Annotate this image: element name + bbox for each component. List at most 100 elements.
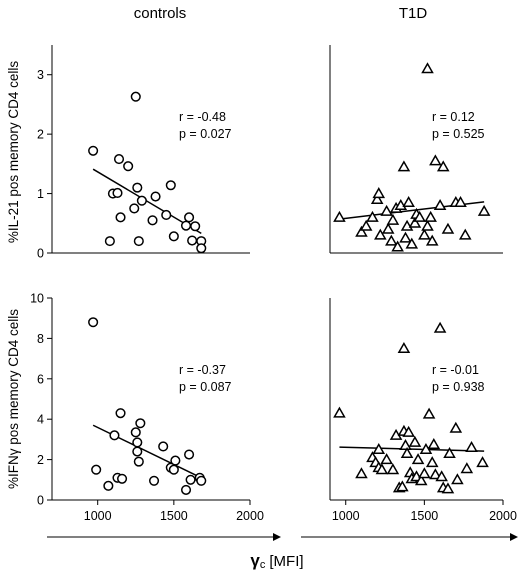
data-point-circle xyxy=(147,215,158,226)
data-point-triangle xyxy=(396,480,409,492)
data-point-circle xyxy=(88,317,99,328)
y-tick-label: 2 xyxy=(37,128,44,142)
stat-p-value: p = 0.027 xyxy=(179,127,232,141)
y-tick-label: 0 xyxy=(37,494,44,508)
data-point-circle xyxy=(91,464,102,475)
data-point-triangle xyxy=(422,407,436,419)
data-point-triangle xyxy=(411,453,425,465)
data-point-circle xyxy=(129,203,140,214)
data-point-circle xyxy=(103,480,114,491)
data-point-circle xyxy=(185,474,196,485)
column-title-controls: controls xyxy=(134,5,187,22)
data-point-circle xyxy=(170,455,181,466)
data-point-circle xyxy=(150,191,161,202)
data-point-circle xyxy=(123,161,134,172)
panel-t1d-il21: r = 0.12 p = 0.525 xyxy=(329,45,503,254)
stat-p-value: p = 0.087 xyxy=(179,380,232,394)
panel-controls-il21: 0 1 2 3 r = -0.48 p = 0.027 xyxy=(37,45,250,261)
data-point-triangle xyxy=(359,219,373,231)
data-point-triangle xyxy=(435,470,448,482)
panel-controls-ifng: 0 2 4 6 8 10 1000 1500 2000 r = -0.37 p = 0.087 xyxy=(30,292,264,524)
data-point-circle xyxy=(196,243,207,254)
data-point-triangle xyxy=(386,213,400,225)
data-point-triangle xyxy=(460,462,474,474)
data-point-triangle xyxy=(372,442,386,454)
data-point-triangle xyxy=(425,234,439,246)
data-point-triangle xyxy=(443,447,456,459)
data-point-triangle xyxy=(402,195,415,207)
data-point-circle xyxy=(109,430,120,441)
data-point-triangle xyxy=(375,463,389,475)
data-point-triangle xyxy=(402,425,415,437)
data-point-triangle xyxy=(399,438,412,450)
data-point-triangle xyxy=(454,195,467,207)
data-point-triangle xyxy=(385,234,398,246)
data-point-circle xyxy=(113,154,125,165)
data-point-triangle xyxy=(380,204,393,216)
x-axis-symbol: γ xyxy=(250,551,260,570)
data-point-triangle xyxy=(397,341,411,353)
data-point-triangle xyxy=(421,219,434,231)
y-tick-label: 6 xyxy=(37,372,44,386)
data-point-circle xyxy=(161,209,172,221)
data-point-circle xyxy=(112,187,123,199)
y-tick-label: 8 xyxy=(37,332,44,346)
data-point-circle xyxy=(190,221,201,232)
data-point-circle xyxy=(136,195,147,206)
data-point-triangle xyxy=(400,447,414,459)
stat-p-value: p = 0.938 xyxy=(432,380,485,394)
y-tick-label: 3 xyxy=(37,68,44,82)
regression-line xyxy=(339,446,485,452)
data-point-circle xyxy=(132,182,143,193)
data-point-triangle xyxy=(355,467,368,479)
data-point-triangle xyxy=(433,198,447,210)
data-point-triangle xyxy=(418,228,431,240)
data-point-triangle xyxy=(386,463,400,475)
data-point-triangle xyxy=(418,467,431,479)
data-point-triangle xyxy=(374,228,387,240)
data-point-circle xyxy=(88,145,99,156)
data-point-triangle xyxy=(429,468,442,480)
data-point-triangle xyxy=(476,456,489,468)
x-axis-title: γc [MFI] xyxy=(250,551,303,571)
x-tick-label: 2000 xyxy=(236,509,264,523)
data-point-circle xyxy=(115,212,126,223)
data-point-triangle xyxy=(458,228,472,240)
data-point-triangle xyxy=(366,210,379,222)
data-point-triangle xyxy=(370,193,384,205)
data-point-triangle xyxy=(414,474,428,486)
x-tick-label: 1500 xyxy=(410,509,438,523)
data-point-triangle xyxy=(421,62,434,74)
data-point-triangle xyxy=(408,435,422,447)
data-point-triangle xyxy=(449,421,463,433)
data-point-triangle xyxy=(394,198,408,210)
data-point-triangle xyxy=(372,187,386,199)
stat-r-value: r = -0.37 xyxy=(179,363,226,377)
data-point-triangle xyxy=(433,321,447,333)
data-point-triangle xyxy=(408,216,422,228)
x-tick-label: 1500 xyxy=(160,509,188,523)
data-point-circle xyxy=(130,91,141,102)
data-point-triangle xyxy=(355,225,368,237)
data-point-circle xyxy=(133,236,144,247)
data-point-triangle xyxy=(465,440,478,452)
data-point-circle xyxy=(196,475,207,486)
data-point-circle xyxy=(133,456,144,467)
data-point-triangle xyxy=(380,453,393,465)
data-point-triangle xyxy=(405,237,419,249)
x-axis-subscript: c xyxy=(260,559,266,571)
data-point-triangle xyxy=(424,210,437,222)
y-tick-label: 4 xyxy=(37,413,44,427)
data-point-triangle xyxy=(413,210,426,222)
data-point-circle xyxy=(104,236,115,247)
data-point-triangle xyxy=(477,204,491,216)
stat-r-value: r = -0.48 xyxy=(179,110,226,124)
y-axis-label-il21: %IL-21 pos memory CD4 cells xyxy=(6,61,21,244)
data-point-circle xyxy=(158,441,169,452)
data-point-circle xyxy=(180,484,192,495)
data-point-triangle xyxy=(397,160,411,172)
data-point-triangle xyxy=(333,406,346,418)
data-point-triangle xyxy=(427,437,441,449)
data-point-triangle xyxy=(399,231,412,243)
